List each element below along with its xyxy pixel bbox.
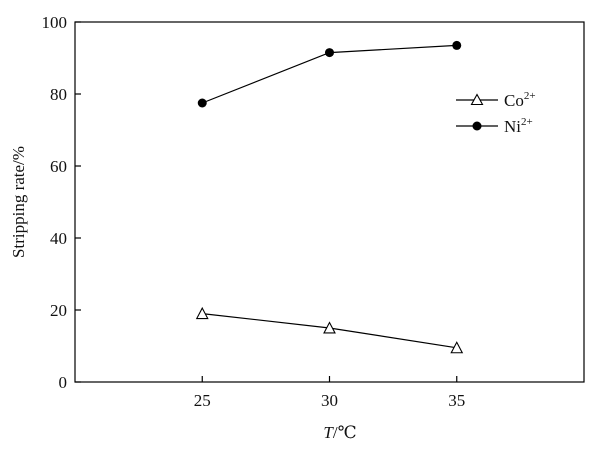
x-axis-unit: /℃ xyxy=(333,423,357,442)
x-tick-label: 35 xyxy=(448,391,465,410)
x-axis-label: T/℃ xyxy=(323,423,356,442)
series-layer xyxy=(195,40,464,354)
legend-marker-ni xyxy=(472,121,482,131)
data-point-ni xyxy=(197,98,207,108)
y-axis-ticks: 0 20 40 60 80 100 xyxy=(42,13,81,392)
y-tick-label: 80 xyxy=(50,85,67,104)
legend-label-ni-sup: 2+ xyxy=(521,116,533,128)
x-axis-variable: T xyxy=(323,423,334,442)
y-tick-label: 0 xyxy=(59,373,68,392)
x-axis-ticks: 25 30 35 xyxy=(194,376,465,410)
legend-label-co-base: Co xyxy=(504,91,524,110)
data-point-ni xyxy=(325,48,334,58)
data-point-co xyxy=(323,321,336,334)
legend-item-ni: Ni2+ xyxy=(456,116,533,136)
legend-label-ni-base: Ni xyxy=(504,117,521,136)
y-tick-label: 40 xyxy=(50,229,67,248)
y-axis-label: Stripping rate/% xyxy=(9,146,28,258)
y-tick-label: 100 xyxy=(42,13,68,32)
data-point-co xyxy=(195,306,209,320)
data-point-co xyxy=(450,341,464,354)
x-tick-label: 25 xyxy=(194,391,211,410)
legend-label-ni: Ni2+ xyxy=(504,116,533,136)
legend-marker-co xyxy=(470,93,484,106)
x-tick-label: 30 xyxy=(321,391,338,410)
legend-label-co: Co2+ xyxy=(504,90,536,110)
data-point-ni xyxy=(452,40,462,50)
y-tick-label: 20 xyxy=(50,301,67,320)
legend: Co2+ Ni2+ xyxy=(456,90,536,136)
legend-item-co: Co2+ xyxy=(456,90,536,110)
y-tick-label: 60 xyxy=(50,157,67,176)
legend-label-co-sup: 2+ xyxy=(524,90,536,102)
